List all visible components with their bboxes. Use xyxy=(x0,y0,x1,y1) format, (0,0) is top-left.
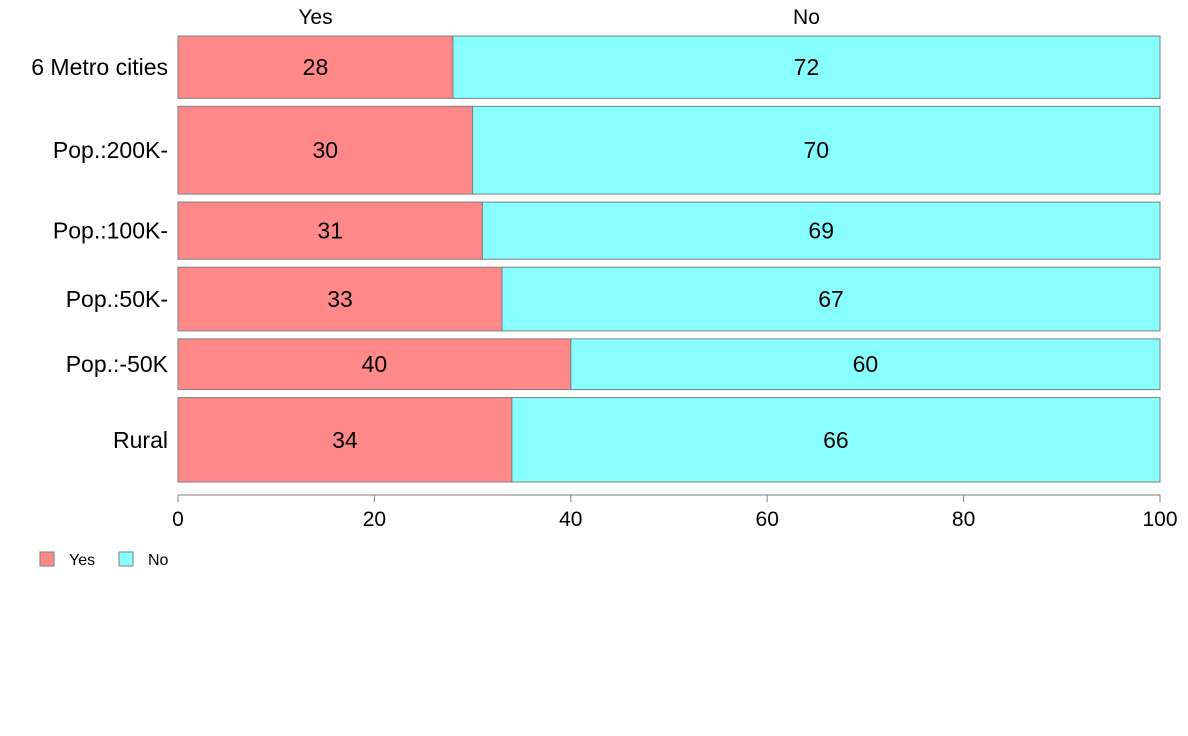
x-tick-label-100: 100 xyxy=(1142,508,1177,531)
category-label-pop-200k: Pop.:200K- xyxy=(53,137,168,163)
category-label-rural: Rural xyxy=(113,427,168,453)
data-label-pop-50k-yes: 33 xyxy=(327,286,353,312)
data-label-rural-yes: 34 xyxy=(332,427,358,453)
category-label-pop-100k: Pop.:100K- xyxy=(53,218,168,244)
data-label-pop-50k-no: 60 xyxy=(853,351,879,377)
top-label-yes: Yes xyxy=(298,6,332,29)
x-tick-label-40: 40 xyxy=(559,508,582,531)
bar-rural-no xyxy=(511,397,1161,483)
data-label-pop-50k-yes: 40 xyxy=(362,351,388,377)
data-label-pop-200k-no: 70 xyxy=(804,137,830,163)
bars-layer: 28 72 30 70 31 69 33 67 40 60 34 66 xyxy=(177,35,1161,483)
x-axis: 0 20 40 60 80 100 xyxy=(172,494,1178,531)
bar-pop-50k-no xyxy=(570,338,1161,391)
bar-pop-50k-yes xyxy=(177,266,503,332)
category-label-pop-50k: Pop.:-50K xyxy=(66,351,169,377)
category-labels: 6 Metro cities Pop.:200K- Pop.:100K- Pop.:5… xyxy=(31,54,168,453)
legend-label-yes: Yes xyxy=(69,552,95,569)
top-labels: Yes No xyxy=(298,6,820,29)
x-tick-label-0: 0 xyxy=(172,508,184,531)
category-label-pop-50k: Pop.:50K- xyxy=(66,286,168,312)
bar-6-metro-cities-yes xyxy=(177,35,454,99)
bar-6-metro-cities-no xyxy=(452,35,1161,99)
data-label-pop-100k-no: 69 xyxy=(808,218,834,244)
legend: Yes No xyxy=(39,551,169,569)
legend-swatch-yes xyxy=(39,551,55,567)
x-tick-label-60: 60 xyxy=(756,508,779,531)
bar-pop-100k-yes xyxy=(177,201,483,260)
top-label-no: No xyxy=(793,6,820,29)
bar-pop-100k-no xyxy=(481,201,1161,260)
bar-pop-200k-yes xyxy=(177,105,474,195)
data-label-6-metro-cities-yes: 28 xyxy=(303,54,329,80)
data-label-6-metro-cities-no: 72 xyxy=(794,54,820,80)
data-label-pop-200k-yes: 30 xyxy=(313,137,339,163)
x-tick-label-20: 20 xyxy=(363,508,386,531)
data-label-rural-no: 66 xyxy=(823,427,849,453)
x-tick-label-80: 80 xyxy=(952,508,975,531)
data-label-pop-50k-no: 67 xyxy=(818,286,844,312)
legend-label-no: No xyxy=(148,552,169,569)
bar-pop-200k-no xyxy=(472,105,1161,195)
bar-pop-50k-no xyxy=(501,266,1161,332)
bar-pop-50k-yes xyxy=(177,338,572,391)
data-label-pop-100k-yes: 31 xyxy=(317,218,343,244)
category-label-6-metro-cities: 6 Metro cities xyxy=(31,54,168,80)
legend-swatch-no xyxy=(118,551,134,567)
